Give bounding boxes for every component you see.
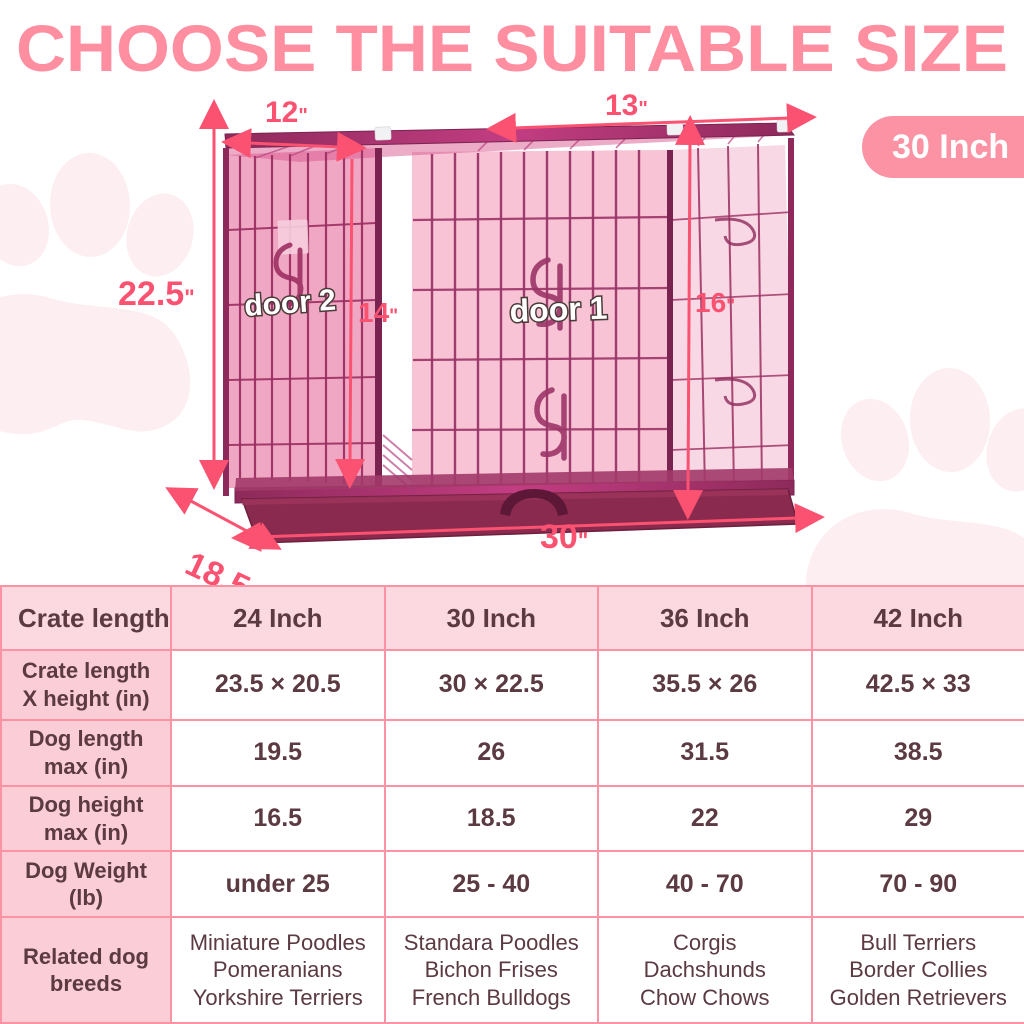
svg-text:22.5": 22.5"	[118, 275, 195, 313]
svg-text:14": 14"	[358, 297, 398, 328]
svg-text:16": 16"	[695, 287, 735, 318]
svg-text:12": 12"	[265, 96, 308, 129]
svg-text:13": 13"	[605, 89, 648, 122]
svg-text:30": 30"	[540, 518, 588, 556]
